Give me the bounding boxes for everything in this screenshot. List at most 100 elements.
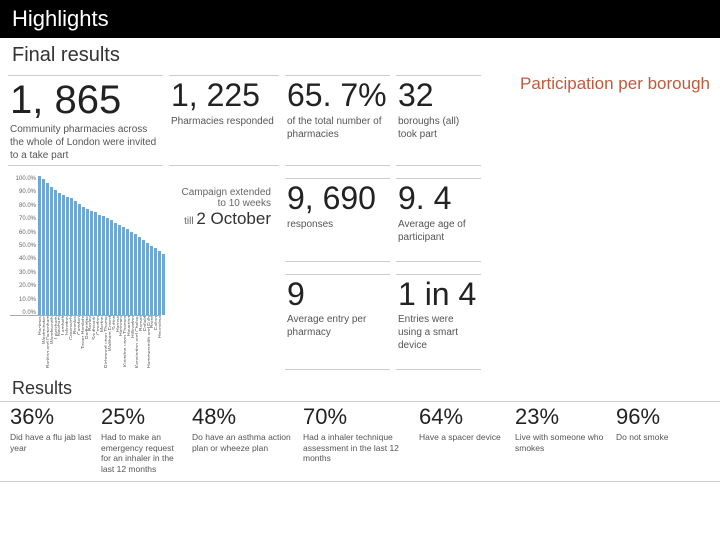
x-tick: Greenwich	[69, 316, 72, 368]
chart-bar	[126, 229, 129, 315]
x-tick: Southwark	[92, 316, 95, 368]
result-desc: Have a spacer device	[419, 432, 509, 443]
x-tick: Bexley	[88, 316, 91, 368]
chart-title: Participation per borough	[487, 71, 712, 170]
chart-bar	[98, 215, 101, 315]
result-pct: 36%	[10, 404, 95, 430]
chart-bar	[82, 207, 85, 315]
result-item: 48%Do have an asthma action plan or whee…	[192, 404, 297, 475]
chart-area: 100.0%90.0%80.0%70.0%60.0%50.0%40.0%30.0…	[8, 174, 163, 374]
x-tick: Croydon	[96, 316, 99, 368]
stat-pct-desc: of the total number of pharmacies	[287, 115, 388, 141]
x-tick: Camden	[77, 316, 80, 368]
x-tick: Islington	[65, 316, 68, 368]
result-pct: 64%	[419, 404, 509, 430]
x-tick: Kensington and Chelsea	[135, 316, 138, 368]
result-desc: Live with someone who smokes	[515, 432, 610, 453]
y-tick: 30.0%	[10, 270, 36, 276]
stat-avg-age-num: 9. 4	[398, 182, 479, 216]
stat-boroughs: 32 boroughs (all) took part	[396, 75, 481, 166]
result-item: 25%Had to make an emergency request for …	[101, 404, 186, 475]
y-tick: 70.0%	[10, 216, 36, 222]
spacer2	[169, 270, 279, 375]
x-tick: Redbridge	[85, 316, 88, 368]
chart-bar	[106, 218, 109, 315]
result-pct: 25%	[101, 404, 186, 430]
chart-bar	[90, 211, 93, 315]
results-row: 36%Did have a flu jab last year 25%Had to…	[0, 401, 720, 482]
result-pct: 70%	[303, 404, 413, 430]
stat-avg-entry: 9 Average entry per pharmacy	[285, 274, 390, 371]
result-desc: Did have a flu jab last year	[10, 432, 95, 453]
y-tick: 10.0%	[10, 297, 36, 303]
chart-x-axis: HackneyWestminsterBarking and DagenhamWa…	[10, 316, 161, 368]
x-tick: Sutton	[112, 316, 115, 368]
stat-pct: 65. 7% of the total number of pharmacies	[285, 75, 390, 166]
results-heading: Results	[0, 374, 720, 401]
y-tick: 40.0%	[10, 256, 36, 262]
x-tick: Wandsworth	[50, 316, 53, 368]
chart-bar	[154, 248, 157, 315]
y-tick: 100.0%	[10, 176, 36, 182]
stat-responses: 9, 690 responses	[285, 178, 390, 262]
result-desc: Do not smoke	[616, 432, 706, 443]
x-tick: Harrow	[116, 316, 119, 368]
chart-bar	[86, 209, 89, 315]
y-tick: 80.0%	[10, 203, 36, 209]
chart-bar	[50, 187, 53, 315]
till-line: till 2 October	[171, 209, 277, 229]
x-tick: Richmond upon Thames	[104, 316, 107, 368]
chart-y-axis: 100.0%90.0%80.0%70.0%60.0%50.0%40.0%30.0…	[10, 176, 36, 316]
result-desc: Do have an asthma action plan or wheeze …	[192, 432, 297, 453]
stat-avg-entry-desc: Average entry per pharmacy	[287, 313, 388, 339]
campaign-block: Campaign extended to 10 weeks till 2 Oct…	[169, 174, 279, 266]
x-tick: Merton	[100, 316, 103, 368]
stat-smart-desc: Entries were using a smart device	[398, 313, 479, 352]
chart-bar	[74, 201, 77, 315]
x-tick: Hillingdon	[131, 316, 134, 368]
x-tick: Bromley	[73, 316, 76, 368]
chart-bar	[46, 183, 49, 315]
x-tick: Barking and Dagenham	[46, 316, 49, 368]
bar-chart: 100.0%90.0%80.0%70.0%60.0%50.0%40.0%30.0…	[10, 176, 161, 316]
chart-bar	[122, 227, 125, 315]
x-tick: Barnet	[139, 316, 142, 368]
result-item: 96%Do not smoke	[616, 404, 706, 475]
x-tick: Lewisham	[54, 316, 57, 368]
result-item: 64% Have a spacer device	[419, 404, 509, 475]
stat-pct-num: 65. 7%	[287, 79, 388, 113]
y-tick: 0.0%	[10, 310, 36, 316]
x-tick: Newham	[57, 316, 60, 368]
chart-bar	[58, 193, 61, 315]
result-pct: 48%	[192, 404, 297, 430]
x-tick: Brent	[150, 316, 153, 368]
chart-bar	[54, 190, 57, 315]
chart-bar	[130, 232, 133, 315]
stat-responded-num: 1, 225	[171, 79, 277, 113]
x-tick: Hounslow	[158, 316, 161, 368]
x-tick: Ealing	[154, 316, 157, 368]
result-item: 23%Live with someone who smokes	[515, 404, 610, 475]
stat-boroughs-desc: boroughs (all) took part	[398, 115, 479, 141]
chart-bar	[94, 212, 97, 315]
x-tick: Enfield	[143, 316, 146, 368]
result-pct: 23%	[515, 404, 610, 430]
y-tick: 20.0%	[10, 283, 36, 289]
stat-avg-entry-num: 9	[287, 278, 388, 312]
chart-bar	[162, 254, 165, 315]
x-tick: Haringey	[119, 316, 122, 368]
stat-responses-num: 9, 690	[287, 182, 388, 216]
y-tick: 50.0%	[10, 243, 36, 249]
chart-bar	[150, 246, 153, 316]
chart-bar	[78, 204, 81, 315]
chart-bar	[102, 216, 105, 315]
chart-bar	[138, 237, 141, 315]
stat-responded-desc: Pharmacies responded	[171, 115, 277, 128]
result-item: 70%Had a inhaler technique assessment in…	[303, 404, 413, 475]
stat-responses-desc: responses	[287, 218, 388, 231]
page-subheader: Final results	[0, 38, 720, 71]
x-tick: Tower Hamlets	[81, 316, 84, 368]
stat-invited-num: 1, 865	[10, 79, 161, 121]
chart-bar	[38, 176, 41, 315]
x-tick: Hackney	[38, 316, 41, 368]
